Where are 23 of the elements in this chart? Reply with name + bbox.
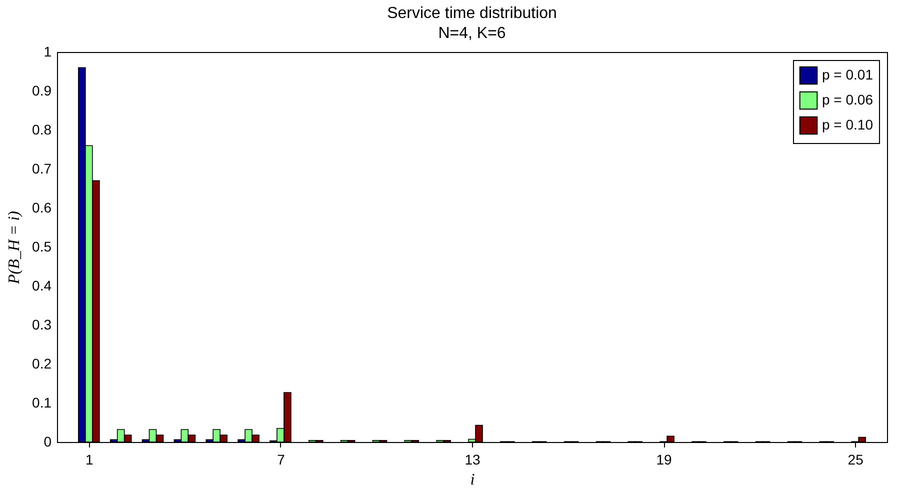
x-tick-label: 7 xyxy=(277,452,286,468)
legend-label: p = 0.06 xyxy=(822,92,874,108)
x-tick-label: 13 xyxy=(464,452,480,468)
x-tick-label: 25 xyxy=(848,452,864,468)
chart-subtitle: N=4, K=6 xyxy=(438,25,506,42)
x-tick-label: 1 xyxy=(86,452,94,468)
chart-title: Service time distribution xyxy=(387,5,557,22)
y-tick-label: 0 xyxy=(44,434,52,450)
y-tick-label: 0.4 xyxy=(32,278,52,294)
y-tick-label: 0.9 xyxy=(32,82,52,98)
y-tick-label: 0.2 xyxy=(32,356,52,372)
y-tick-label: 0.7 xyxy=(32,160,52,176)
x-axis-title: i xyxy=(470,472,475,488)
y-tick-label: 1 xyxy=(44,44,52,60)
y-axis-title: P(B_H = i) xyxy=(6,211,24,285)
y-tick-label: 0.3 xyxy=(32,316,52,332)
y-tick-label: 0.8 xyxy=(32,122,52,138)
y-tick-label: 0.5 xyxy=(32,238,52,254)
y-tick-label: 0.1 xyxy=(32,394,52,410)
y-tick-label: 0.6 xyxy=(32,200,52,216)
legend-label: p = 0.01 xyxy=(822,66,874,82)
legend-label: p = 0.10 xyxy=(822,116,874,132)
x-tick-label: 19 xyxy=(656,452,672,468)
